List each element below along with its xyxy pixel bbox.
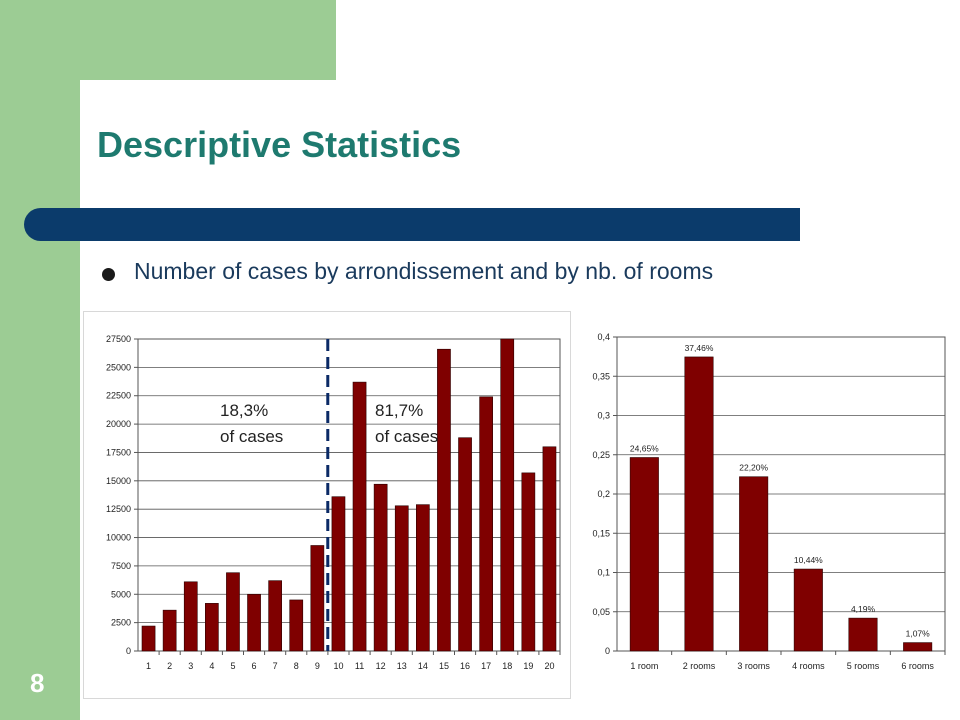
annotation-percent: 81,7% [375, 401, 423, 420]
y-tick-label: 0,2 [597, 489, 610, 499]
x-tick-label: 16 [460, 661, 470, 671]
bar [331, 496, 346, 652]
bar [310, 545, 325, 652]
data-label: 1,07% [906, 629, 931, 639]
x-tick-label: 5 [230, 661, 235, 671]
x-tick-label: 12 [376, 661, 386, 671]
y-tick-label: 0,3 [597, 411, 610, 421]
bar [458, 437, 472, 652]
bar [205, 603, 219, 652]
y-tick-label: 0 [126, 646, 131, 656]
bar [684, 356, 714, 652]
x-tick-label: 11 [355, 661, 364, 671]
y-tick-label: 5000 [111, 589, 131, 599]
y-tick-label: 2500 [111, 618, 131, 628]
x-tick-label: 5 rooms [847, 661, 880, 671]
x-tick-label: 2 [167, 661, 172, 671]
title-underline-band [24, 208, 800, 241]
x-tick-label: 19 [523, 661, 533, 671]
x-tick-label: 18 [502, 661, 512, 671]
bar [479, 396, 493, 652]
data-label: 37,46% [685, 343, 714, 353]
y-tick-label: 20000 [106, 419, 131, 429]
y-tick-label: 0,25 [592, 450, 610, 460]
y-tick-label: 0,15 [592, 528, 610, 538]
rooms-chart-svg: 0 0,05 0,1 0,15 0,2 0,25 0,3 0,35 0,4 24,65% 1 roo… [592, 332, 946, 671]
page-number: 8 [30, 668, 45, 698]
y-tick-label: 10000 [106, 533, 131, 543]
rooms-chart: 0 0,05 0,1 0,15 0,2 0,25 0,3 0,35 0,4 24,65% 1 roo… [577, 311, 957, 697]
y-tick-label: 17500 [106, 447, 131, 457]
x-tick-label: 13 [397, 661, 407, 671]
annotation-percent: 18,3% [220, 401, 268, 420]
data-label: 24,65% [630, 443, 659, 453]
bar [373, 483, 388, 652]
y-tick-label: 0,1 [597, 568, 610, 578]
y-tick-label: 0,05 [592, 607, 610, 617]
bar [226, 572, 240, 652]
arrondissement-chart: 0 2500 5000 7500 10000 12500 15000 17500 20000 22… [83, 311, 571, 699]
arrondissement-chart-svg: 0250050007500100001250015000175002000022… [106, 334, 561, 671]
x-tick-label: 8 [294, 661, 299, 671]
y-tick-label: 7500 [111, 561, 131, 571]
bar [542, 446, 557, 652]
bullet-text: Number of cases by arrondissement and by… [134, 258, 714, 284]
bar [903, 642, 933, 652]
x-tick-label: 4 rooms [792, 661, 825, 671]
y-tick-label: 0,4 [597, 332, 610, 342]
data-label: 10,44% [794, 555, 823, 565]
x-tick-label: 1 [146, 661, 151, 671]
bullet-icon [102, 268, 115, 281]
bar [352, 381, 367, 652]
bar [247, 593, 261, 652]
x-tick-label: 17 [481, 661, 491, 671]
y-tick-label: 12500 [106, 504, 131, 514]
bar [848, 617, 878, 652]
x-tick-label: 6 [252, 661, 257, 671]
x-tick-label: 20 [544, 661, 554, 671]
data-label: 4,19% [851, 604, 876, 614]
bar [629, 457, 659, 652]
y-tick-label: 0,35 [592, 371, 610, 381]
x-tick-label: 10 [333, 661, 343, 671]
x-tick-label: 15 [439, 661, 449, 671]
bar [793, 568, 823, 652]
x-tick-label: 1 room [630, 661, 658, 671]
annotation-caption: of cases [220, 427, 283, 446]
x-tick-label: 6 rooms [901, 661, 934, 671]
bar [739, 476, 769, 652]
bar [437, 348, 451, 652]
bar [521, 472, 536, 652]
x-tick-label: 4 [209, 661, 214, 671]
y-tick-label: 22500 [106, 391, 131, 401]
y-tick-label: 27500 [106, 334, 131, 344]
x-tick-label: 3 [188, 661, 193, 671]
x-tick-label: 2 rooms [683, 661, 716, 671]
bar [416, 504, 430, 652]
plot-area [137, 338, 561, 652]
annotation-caption: of cases [375, 427, 438, 446]
bar [289, 599, 304, 652]
y-tick-label: 15000 [106, 476, 131, 486]
x-tick-label: 3 rooms [737, 661, 770, 671]
green-side-band [0, 0, 80, 720]
y-tick-label: 0 [605, 646, 610, 656]
bar [183, 581, 198, 652]
bar [162, 609, 177, 652]
y-tick-label: 25000 [106, 362, 131, 372]
bar [500, 338, 515, 652]
x-tick-label: 9 [315, 661, 320, 671]
x-tick-label: 14 [418, 661, 428, 671]
x-tick-label: 7 [273, 661, 278, 671]
slide-title: Descriptive Statistics [97, 124, 462, 165]
bar [268, 580, 282, 652]
bar [141, 625, 156, 652]
bar [394, 505, 409, 652]
data-label: 22,20% [739, 463, 768, 473]
